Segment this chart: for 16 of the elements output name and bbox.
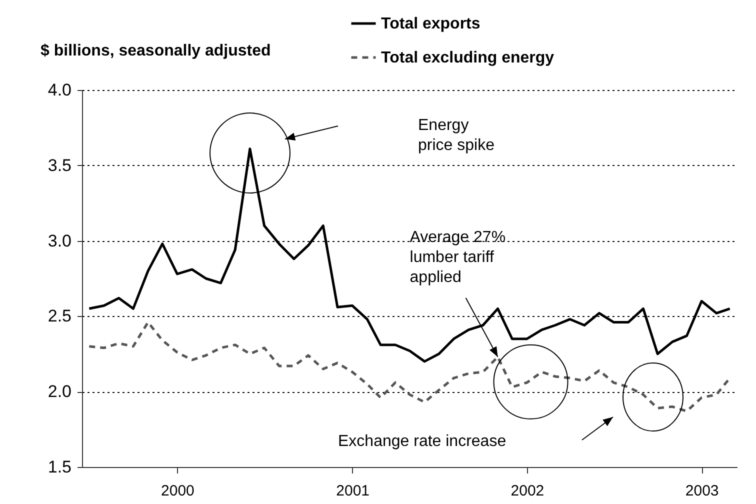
x-tick-label: 2000 (161, 482, 194, 500)
y-tick-label: 3.5 (48, 156, 72, 175)
y-tick-label: 1.5 (48, 458, 72, 476)
y-axis-title: $ billions, seasonally adjusted (40, 42, 271, 60)
x-tick-label: 2003 (685, 482, 719, 500)
y-tick-label: 3.0 (48, 231, 72, 250)
legend-label: Total exports (381, 16, 480, 32)
legend-label: Total excluding energy (381, 50, 554, 66)
y-tick-label: 2.0 (48, 382, 72, 402)
x-tick-label: 2001 (336, 482, 370, 500)
y-tick-label: 2.5 (48, 306, 72, 326)
y-tick-label: 4.0 (48, 80, 72, 100)
x-tick-label: 2002 (510, 482, 544, 500)
annotation: Energy price spike (418, 117, 495, 154)
annotation: Exchange rate increase (338, 433, 506, 450)
line-series (88, 320, 732, 412)
